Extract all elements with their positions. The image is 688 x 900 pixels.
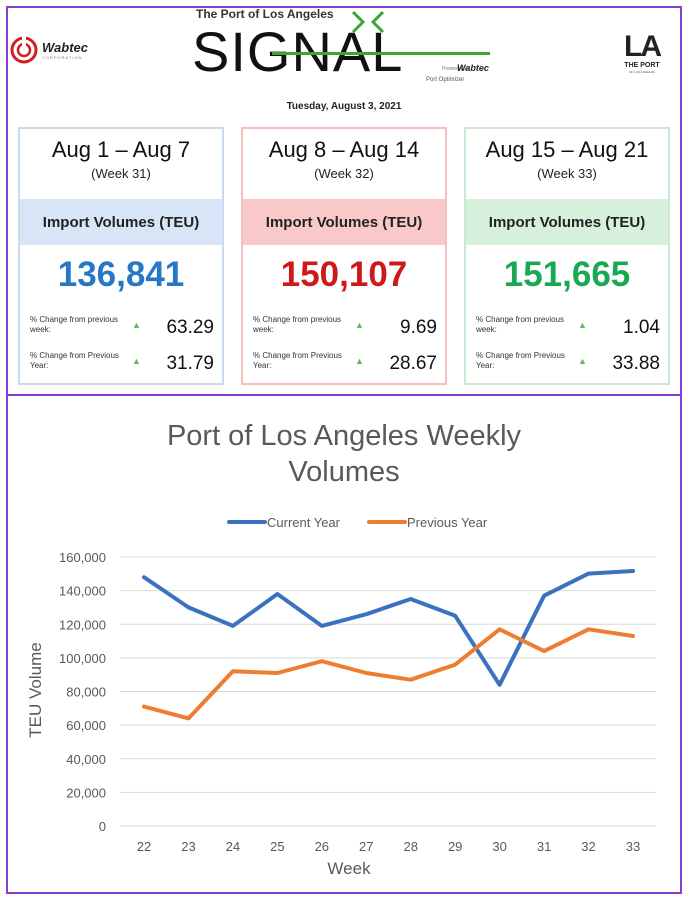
signal-subtitle: The Port of Los Angeles — [196, 7, 334, 21]
card-week-number: (Week 33) — [537, 166, 597, 181]
stat-prev-week-label: % Change from previous week: — [30, 315, 119, 334]
up-arrow-icon: ▲ — [355, 320, 364, 330]
signal-wordmark: SIGNAL — [192, 20, 404, 83]
card-import-label: Import Volumes (TEU) — [243, 199, 445, 245]
x-tick-label: 32 — [581, 839, 595, 854]
card-import-label: Import Volumes (TEU) — [20, 199, 222, 245]
card-import-value: 136,841 — [57, 255, 185, 294]
signal-wabtec: Wabtec — [457, 63, 489, 73]
y-tick-label: 160,000 — [59, 550, 106, 565]
week-card-32: Aug 8 – Aug 14 (Week 32) Import Volumes … — [241, 127, 447, 385]
stat-prev-week-label: % Change from previous week: — [253, 315, 342, 334]
stat-prev-week-value: 9.69 — [400, 317, 437, 338]
wabtec-logo-corp: CORPORATION — [42, 55, 83, 60]
x-tick-label: 29 — [448, 839, 462, 854]
y-axis-label: TEU Volume — [26, 642, 45, 737]
y-tick-label: 100,000 — [59, 651, 106, 666]
x-tick-label: 23 — [181, 839, 195, 854]
card-import-label: Import Volumes (TEU) — [466, 199, 668, 245]
port-la-mark: LA — [624, 30, 662, 63]
port-la-logo: LA THE PORT OF LOS ANGELES — [616, 30, 668, 75]
y-tick-label: 0 — [99, 819, 106, 834]
stat-prev-week-label: % Change from previous week: — [476, 315, 565, 334]
y-tick-label: 20,000 — [66, 785, 106, 800]
wabtec-logo-icon — [10, 36, 38, 64]
up-arrow-icon: ▲ — [578, 320, 587, 330]
y-tick-label: 60,000 — [66, 718, 106, 733]
port-la-sub: OF LOS ANGELES — [629, 70, 655, 74]
y-tick-label: 40,000 — [66, 752, 106, 767]
card-week-number: (Week 32) — [314, 166, 374, 181]
card-import-value: 151,665 — [503, 255, 631, 294]
signal-chevrons-icon — [351, 10, 385, 34]
report-date: Tuesday, August 3, 2021 — [286, 101, 402, 112]
wabtec-logo: Wabtec CORPORATION — [10, 36, 88, 64]
x-tick-label: 33 — [626, 839, 640, 854]
week-card-31: Aug 1 – Aug 7 (Week 31) Import Volumes (… — [18, 127, 224, 385]
up-arrow-icon: ▲ — [132, 320, 141, 330]
card-date-range: Aug 8 – Aug 14 — [268, 137, 420, 162]
chart-title-line-1: Port of Los Angeles Weekly — [166, 420, 522, 452]
card-date-range: Aug 15 – Aug 21 — [485, 137, 649, 162]
chart-panel — [6, 396, 682, 894]
x-tick-label: 26 — [315, 839, 329, 854]
card-date-range: Aug 1 – Aug 7 — [51, 137, 191, 162]
y-tick-label: 140,000 — [59, 584, 106, 599]
signal-logo: The Port of Los Angeles SIGNAL Powered b… — [180, 4, 510, 96]
up-arrow-icon: ▲ — [132, 356, 141, 366]
series-line-previous-year — [142, 627, 635, 721]
legend-label: Previous Year — [407, 515, 488, 530]
card-week-number: (Week 31) — [91, 166, 151, 181]
chart-title: Port of Los Angeles Weekly Volumes — [0, 418, 688, 490]
stat-prev-year-label: % Change from Previous Year: — [476, 351, 565, 370]
x-axis-label: Week — [327, 859, 371, 878]
chart-title-line-2: Volumes — [288, 456, 400, 488]
stat-prev-year-label: % Change from Previous Year: — [30, 351, 119, 370]
card-import-value: 150,107 — [280, 255, 408, 294]
signal-green-line — [272, 52, 490, 55]
stat-prev-year-label: % Change from Previous Year: — [253, 351, 342, 370]
stat-prev-year-value: 28.67 — [389, 353, 437, 374]
x-tick-label: 25 — [270, 839, 284, 854]
series-line-current-year — [142, 569, 635, 687]
stat-prev-year-value: 33.88 — [612, 353, 660, 374]
legend-label: Current Year — [267, 515, 341, 530]
x-tick-label: 24 — [226, 839, 240, 854]
stat-prev-week-value: 1.04 — [623, 317, 660, 338]
x-tick-label: 27 — [359, 839, 373, 854]
port-la-name: THE PORT — [624, 62, 660, 69]
up-arrow-icon: ▲ — [578, 356, 587, 366]
x-tick-label: 30 — [492, 839, 506, 854]
stat-prev-year-value: 31.79 — [166, 353, 214, 374]
week-card-33: Aug 15 – Aug 21 (Week 33) Import Volumes… — [464, 127, 670, 385]
x-tick-label: 28 — [403, 839, 417, 854]
y-tick-label: 120,000 — [59, 617, 106, 632]
signal-powered-by: Powered by — [442, 66, 469, 72]
y-tick-label: 80,000 — [66, 685, 106, 700]
signal-port-optimizer: Port Optimizer — [426, 77, 465, 83]
up-arrow-icon: ▲ — [355, 356, 364, 366]
x-tick-label: 31 — [537, 839, 551, 854]
stat-prev-week-value: 63.29 — [166, 317, 214, 338]
wabtec-logo-name: Wabtec — [42, 40, 88, 55]
x-tick-label: 22 — [137, 839, 151, 854]
